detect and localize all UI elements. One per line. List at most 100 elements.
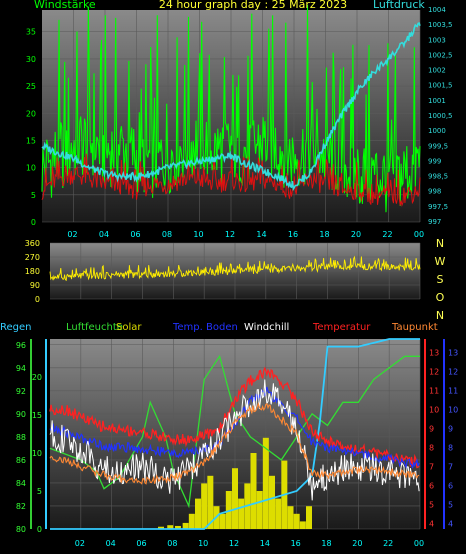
x-tick-label: 18	[319, 230, 329, 239]
pressure-tick-label: 1000	[428, 127, 446, 135]
soil-temperature-tick-label: 6	[448, 481, 453, 490]
legend-label: Windchill	[244, 322, 289, 333]
temperature-axes: 8082848688909294960510152045678910111213…	[16, 339, 458, 534]
chart-title: 24 hour graph day : 25 März 2023	[159, 0, 347, 11]
solar-bar	[250, 453, 257, 529]
temperature-series	[49, 338, 420, 530]
humidity-tick-label: 94	[16, 364, 26, 373]
temperature-tick-label: 10	[429, 405, 439, 414]
x-tick-label: 02	[75, 539, 85, 548]
temperature-tick-label: 12	[429, 367, 439, 376]
wind-pressure-chart: 0 5 10 15 20 25 30 35 997 997,5 998 998,5 999 999,5 1…	[26, 0, 453, 239]
x-tick-label: 04	[106, 539, 116, 548]
solar-bar	[225, 491, 232, 529]
x-tick-label: 12	[225, 230, 235, 239]
solar-bar	[174, 525, 181, 529]
soil-temperature-tick-label: 11	[448, 386, 458, 395]
x-tick-label: 00	[414, 230, 424, 239]
soil-temperature-tick-label: 7	[448, 462, 453, 471]
x-tick-label: 20	[352, 539, 362, 548]
solar-bar	[167, 525, 174, 529]
soil-temperature-tick-label: 9	[448, 424, 453, 433]
legend-label: Taupunkt	[391, 322, 438, 333]
pressure-tick-label: 998,5	[428, 173, 448, 181]
pressure-tick-label: 1000,5	[428, 112, 453, 120]
solar-bar	[238, 498, 245, 529]
x-tick-label: 06	[130, 230, 140, 239]
legend-label: Regen	[0, 322, 32, 333]
solar-bar	[232, 468, 238, 529]
solar-bar	[188, 513, 195, 529]
pressure-tick-label: 997,5	[428, 203, 448, 211]
solar-bar	[256, 491, 263, 529]
x-tick-label: 20	[351, 230, 361, 239]
pressure-axis-label: Luftdruck	[373, 0, 425, 11]
x-tick-label: 00	[414, 539, 424, 548]
x-tick-label: 04	[99, 230, 109, 239]
humidity-tick-label: 92	[16, 387, 26, 396]
x-tick-label: 22	[382, 230, 392, 239]
pressure-tick-label: 997	[428, 218, 441, 226]
humidity-tick-label: 88	[16, 433, 26, 442]
wind-direction-grid	[50, 242, 421, 300]
temperature-tick-label: 13	[429, 348, 439, 357]
temperature-tick-label: 4	[429, 519, 434, 528]
pressure-tick-label: 999	[428, 157, 441, 165]
x-tick-label: 16	[288, 230, 298, 239]
rain-tick-label: 5	[37, 487, 42, 496]
x-tick-label: 10	[193, 230, 203, 239]
legend-label: Temperatur	[312, 322, 371, 333]
rain-tick-label: 20	[32, 373, 42, 382]
wind-tick-label: 15	[26, 136, 36, 145]
compass-label: O	[436, 291, 445, 304]
direction-tick-label: 270	[25, 253, 40, 262]
x-tick-label: 22	[383, 539, 393, 548]
direction-tick-label: 180	[25, 267, 40, 276]
pressure-tick-label: 1002	[428, 67, 446, 75]
wind-pressure-series	[41, 4, 421, 213]
x-tick-label: 10	[198, 539, 208, 548]
series-line-gust	[41, 153, 421, 207]
legend-label: Solar	[116, 322, 142, 333]
pressure-axis-ticks: 997 997,5 998 998,5 999 999,5 1000 1000,5 1001 10…	[428, 6, 453, 226]
soil-temperature-tick-label: 13	[448, 348, 458, 357]
temperature-tick-label: 5	[429, 500, 434, 509]
rain-tick-label: 0	[37, 525, 42, 534]
series-line-regen	[50, 338, 420, 530]
wind-direction-series	[49, 255, 421, 282]
series-line-windchill	[49, 379, 420, 501]
solar-bar	[182, 522, 189, 529]
humidity-tick-label: 84	[16, 479, 26, 488]
temperature-chart: 8082848688909294960510152045678910111213…	[0, 322, 458, 548]
rain-tick-label: 10	[32, 449, 42, 458]
solar-bar	[299, 521, 306, 529]
wind-axis-ticks: 0 5 10 15 20 25 30 35	[26, 28, 36, 227]
solar-bar	[275, 498, 282, 529]
solar-bar	[269, 475, 275, 529]
compass-label: S	[437, 273, 444, 286]
legend-label: Luftfeuchte	[66, 322, 123, 333]
legend-label: Temp. Boden	[172, 322, 238, 333]
series-line-wind-direction	[49, 255, 421, 282]
temperature-tick-label: 9	[429, 424, 434, 433]
soil-temperature-tick-label: 10	[448, 405, 458, 414]
wind-tick-label: 5	[31, 191, 36, 200]
x-tick-label: 14	[256, 230, 266, 239]
compass-label: N	[436, 309, 444, 322]
solar-bar	[207, 475, 214, 529]
pressure-tick-label: 1001	[428, 97, 446, 105]
series-line-luftdruck	[41, 22, 421, 192]
solar-bar	[201, 483, 208, 529]
wind-direction-axis-ticks: 0 90 180 270 360	[25, 239, 40, 304]
x-tick-label: 02	[67, 230, 77, 239]
soil-temperature-tick-label: 12	[448, 367, 458, 376]
pressure-tick-label: 998	[428, 188, 441, 196]
pressure-tick-label: 1003	[428, 36, 446, 44]
solar-bar	[262, 437, 269, 529]
compass-label: N	[436, 237, 444, 250]
compass-label: W	[435, 255, 446, 268]
direction-tick-label: 360	[25, 239, 40, 248]
